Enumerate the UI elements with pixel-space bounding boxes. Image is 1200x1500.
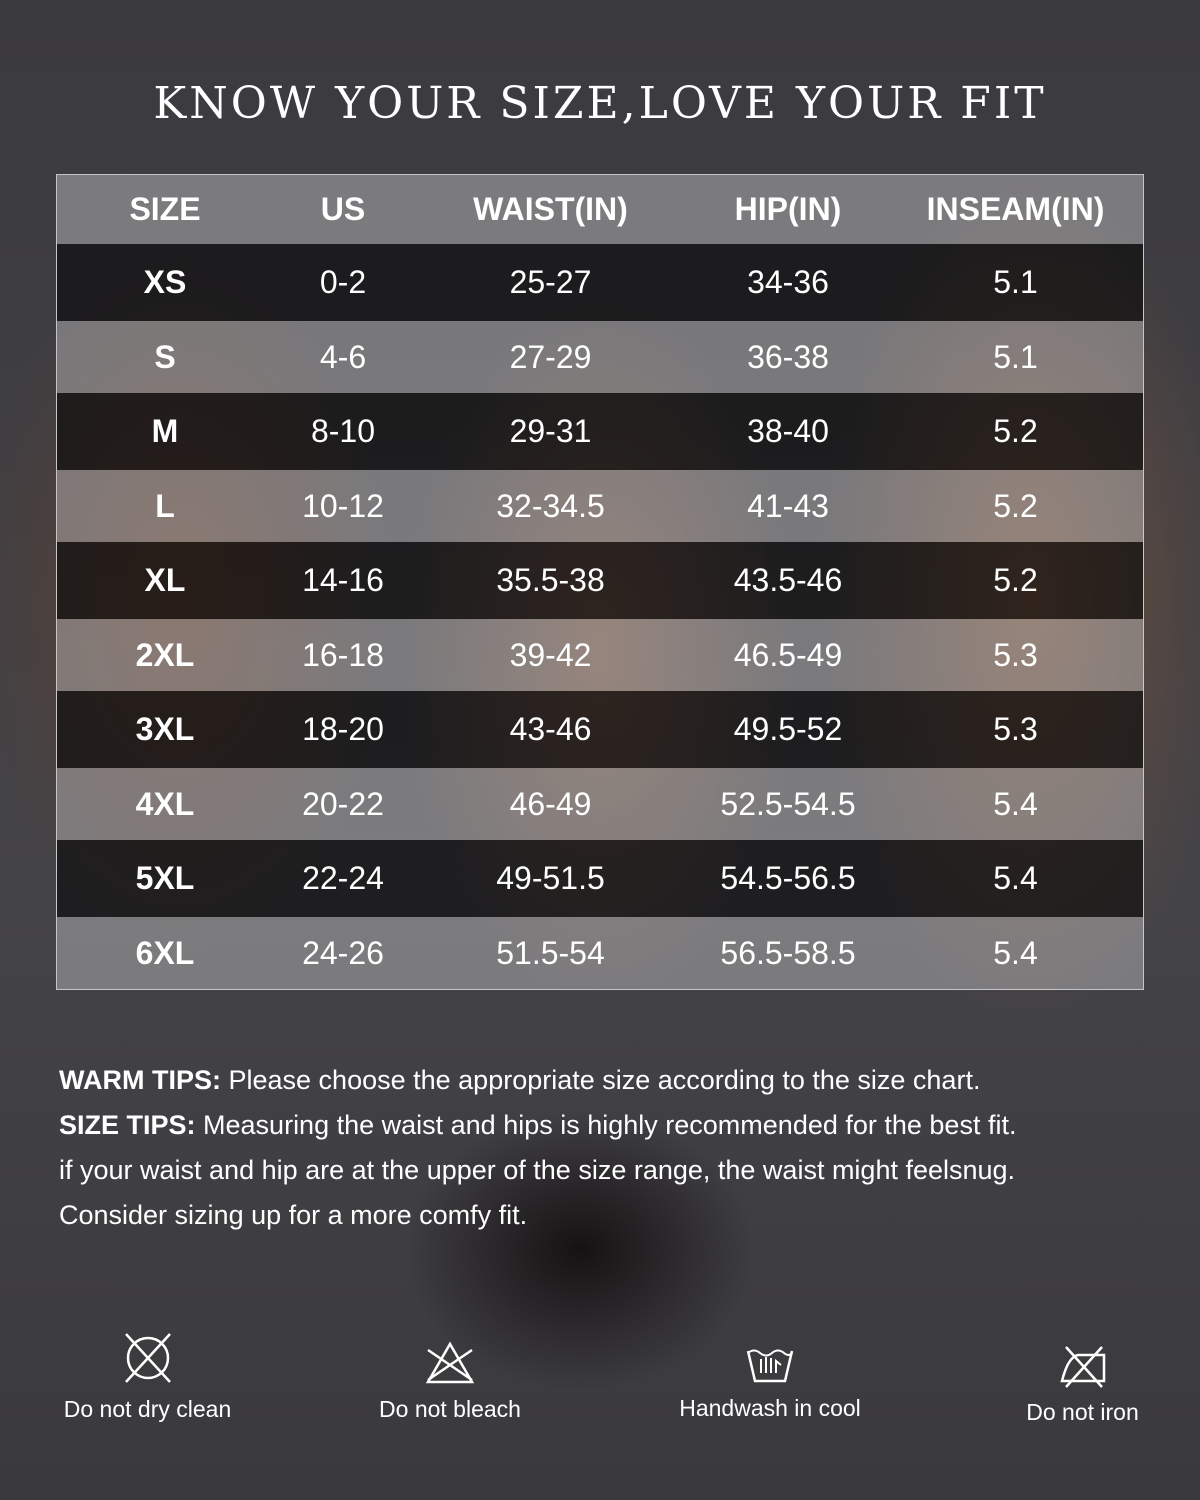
table-row: XL 14-16 35.5-38 43.5-46 5.2	[57, 542, 1143, 619]
table-cell: 18-20	[302, 711, 384, 747]
table-row: S 4-6 27-29 36-38 5.1	[57, 321, 1143, 393]
table-cell: 52.5-54.5	[720, 785, 856, 822]
table-cell: 5.2	[993, 562, 1038, 598]
table-cell: 5.3	[993, 711, 1038, 747]
table-cell: 5.2	[993, 487, 1038, 524]
care-item-iron: Do not iron	[1000, 1343, 1165, 1426]
table-cell: 14-16	[302, 562, 384, 598]
page-title: KNOW YOUR SIZE,LOVE YOUR FIT	[153, 78, 1047, 129]
no-iron-icon	[1059, 1346, 1105, 1388]
table-row: XS 0-2 25-27 34-36 5.1	[57, 244, 1143, 321]
table-cell: 34-36	[747, 264, 829, 300]
table-row: L 10-12 32-34.5 41-43 5.2	[57, 470, 1143, 542]
no-bleach-icon	[425, 1341, 475, 1384]
table-cell: 39-42	[509, 636, 592, 673]
care-item-bleach: Do not bleach	[350, 1340, 550, 1423]
table-cell: 0-2	[319, 264, 367, 300]
table-row: 6XL 24-26 51.5-54 56.5-58.5 5.4	[57, 917, 1143, 989]
size-cell: L	[155, 487, 175, 524]
table-cell: 46-49	[509, 785, 592, 822]
table-cell: 20-22	[302, 785, 384, 822]
table-cell: 41-43	[747, 487, 829, 524]
table-row: 3XL 18-20 43-46 49.5-52 5.3	[57, 691, 1143, 768]
table-cell: 35.5-38	[496, 562, 605, 598]
table-cell: 29-31	[509, 413, 592, 449]
table-cell: 5.2	[993, 413, 1038, 449]
table-cell: 36-38	[747, 338, 829, 375]
table-cell: 49-51.5	[496, 860, 605, 896]
handwash-icon	[746, 1349, 794, 1383]
header-cell: US	[320, 191, 366, 227]
table-cell: 27-29	[509, 338, 592, 375]
care-item-handwash: Handwash in cool	[660, 1345, 880, 1422]
size-tips-line: Consider sizing up for a more comfy fit.	[59, 1200, 528, 1230]
header-cell: WAIST(IN)	[473, 191, 628, 227]
table-cell: 8-10	[310, 413, 376, 449]
table-cell: 5.1	[993, 264, 1038, 300]
no-dry-clean-icon	[124, 1333, 171, 1383]
table-cell: 4-6	[319, 338, 367, 375]
size-cell: S	[154, 338, 176, 375]
size-tips-label: SIZE TIPS:	[59, 1110, 196, 1140]
size-cell: XL	[144, 562, 186, 598]
size-cell: 5XL	[135, 860, 195, 896]
table-cell: 5.4	[993, 860, 1038, 896]
table-row: 5XL 22-24 49-51.5 54.5-56.5 5.4	[57, 840, 1143, 917]
table-header: SIZE US WAIST(IN) HIP(IN) INSEAM(IN)	[57, 175, 1143, 244]
table-cell: 25-27	[509, 264, 592, 300]
table-row: M 8-10 29-31 38-40 5.2	[57, 393, 1143, 470]
table-cell: 5.4	[993, 934, 1038, 971]
care-label: Handwash in cool	[679, 1395, 861, 1421]
table-cell: 49.5-52	[733, 711, 843, 747]
size-cell: M	[151, 413, 179, 449]
header-cell: HIP(IN)	[734, 191, 842, 227]
table-cell: 43-46	[509, 711, 592, 747]
header-cell: SIZE	[129, 191, 201, 227]
table-cell: 5.3	[993, 636, 1038, 673]
table-cell: 46.5-49	[733, 636, 843, 673]
tips-section: WARM TIPS: Please choose the appropriate…	[59, 1058, 1169, 1238]
care-label: Do not iron	[1026, 1399, 1139, 1425]
table-cell: 54.5-56.5	[720, 860, 856, 896]
size-tips-line: if your waist and hip are at the upper o…	[59, 1155, 1016, 1185]
table-cell: 32-34.5	[496, 487, 605, 524]
size-cell: 6XL	[135, 934, 195, 971]
table-cell: 5.4	[993, 785, 1038, 822]
table-cell: 56.5-58.5	[720, 934, 856, 971]
care-label: Do not dry clean	[63, 1396, 232, 1422]
table-cell: 16-18	[302, 636, 384, 673]
care-item-dry-clean: Do not dry clean	[40, 1330, 255, 1423]
warm-tips-text: Please choose the appropriate size accor…	[221, 1065, 981, 1095]
table-row: 4XL 20-22 46-49 52.5-54.5 5.4	[57, 768, 1143, 840]
header-cell: INSEAM(IN)	[926, 191, 1105, 227]
table-cell: 5.1	[993, 338, 1038, 375]
table-cell: 43.5-46	[733, 562, 843, 598]
size-cell: XS	[143, 264, 187, 300]
table-cell: 22-24	[302, 860, 384, 896]
care-label: Do not bleach	[379, 1396, 521, 1422]
size-tips-text: Measuring the waist and hips is highly r…	[195, 1110, 1017, 1140]
size-cell: 4XL	[135, 785, 195, 822]
table-cell: 10-12	[302, 487, 384, 524]
size-chart-table: SIZE US WAIST(IN) HIP(IN) INSEAM(IN) XS 0…	[56, 174, 1144, 990]
table-cell: 24-26	[302, 934, 384, 971]
table-row: 2XL 16-18 39-42 46.5-49 5.3	[57, 619, 1143, 691]
warm-tips-label: WARM TIPS:	[59, 1065, 221, 1095]
size-cell: 2XL	[135, 636, 195, 673]
table-cell: 51.5-54	[496, 934, 605, 971]
table-cell: 38-40	[747, 413, 829, 449]
size-cell: 3XL	[135, 711, 195, 747]
